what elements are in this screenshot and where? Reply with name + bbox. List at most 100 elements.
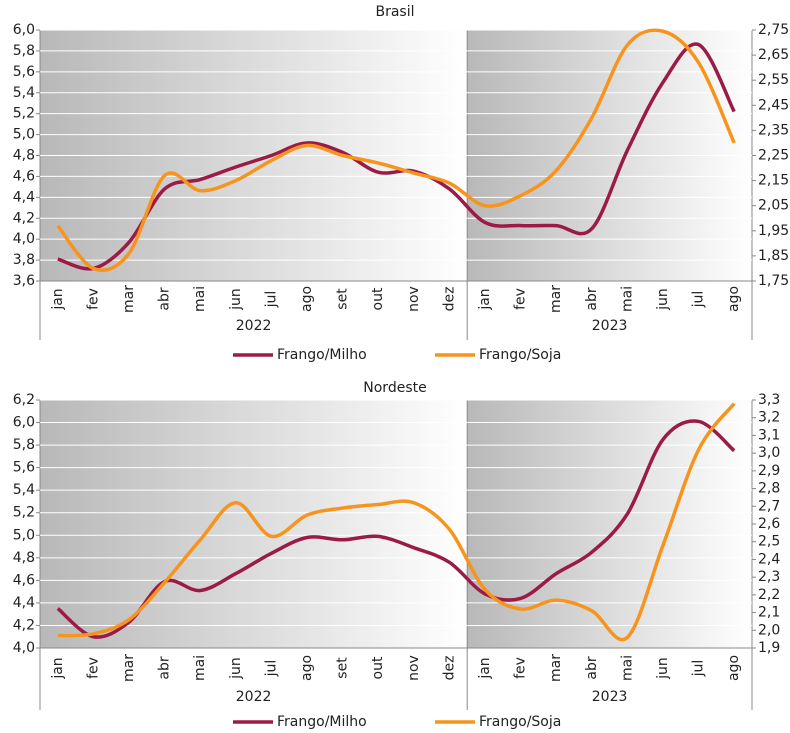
y2-tick-label: 2,5: [758, 534, 780, 550]
y-tick-label: 5,4: [13, 85, 35, 101]
x-tick-label: jun: [655, 657, 671, 680]
y2-tick-label: 3,3: [758, 392, 780, 408]
x-tick-label: mar: [548, 285, 564, 313]
x-tick-label: fev: [85, 657, 101, 679]
y-tick-label: 5,0: [13, 527, 35, 543]
x-tick-label: mar: [121, 285, 137, 313]
x-tick-label: fev: [513, 657, 529, 679]
legend-label: Frango/Soja: [479, 347, 561, 363]
y2-tick-label: 2,35: [758, 122, 789, 138]
x-tick-label: set: [335, 288, 351, 310]
legend-label: Frango/Milho: [277, 347, 367, 363]
group-label: 2023: [592, 689, 628, 705]
x-tick-label: fev: [85, 288, 101, 310]
y2-tick-label: 2,25: [758, 148, 789, 164]
x-tick-label: out: [370, 656, 386, 679]
y-tick-label: 6,0: [13, 22, 35, 38]
y-tick-label: 4,8: [13, 148, 35, 164]
x-tick-label: fev: [513, 288, 529, 310]
chart-title: Nordeste: [363, 380, 426, 396]
legend-label: Frango/Soja: [479, 714, 561, 730]
x-tick-label: abr: [157, 656, 173, 679]
y2-tick-label: 2,6: [758, 516, 780, 532]
group-background: [467, 400, 752, 648]
x-tick-label: mai: [192, 655, 208, 681]
legend-label: Frango/Milho: [277, 714, 367, 730]
y-tick-label: 4,0: [13, 231, 35, 247]
y2-tick-label: 3,0: [758, 445, 780, 461]
y2-tick-label: 1,9: [758, 640, 780, 656]
y-tick-label: 4,4: [13, 189, 35, 205]
y2-tick-label: 2,3: [758, 569, 780, 585]
chart-title: Brasil: [375, 4, 414, 20]
y2-tick-label: 2,55: [758, 72, 789, 88]
x-tick-label: nov: [406, 655, 422, 681]
y2-tick-label: 1,75: [758, 273, 789, 289]
x-tick-label: jun: [228, 657, 244, 680]
y-tick-label: 4,4: [13, 595, 35, 611]
y-tick-label: 4,2: [13, 617, 35, 633]
y2-tick-label: 1,95: [758, 223, 789, 239]
x-tick-label: out: [370, 287, 386, 310]
y2-tick-label: 2,1: [758, 605, 780, 621]
x-tick-label: mar: [121, 654, 137, 682]
x-tick-label: jun: [655, 288, 671, 311]
y-tick-label: 4,6: [13, 572, 35, 588]
y-tick-label: 3,8: [13, 252, 35, 268]
x-tick-label: nov: [406, 286, 422, 312]
group-background: [40, 400, 468, 648]
y-tick-label: 4,0: [13, 640, 35, 656]
y2-tick-label: 2,0: [758, 622, 780, 638]
group-label: 2022: [236, 689, 272, 705]
y2-tick-label: 1,85: [758, 248, 789, 264]
x-tick-label: mai: [619, 286, 635, 312]
y-tick-label: 5,4: [13, 482, 35, 498]
y2-tick-label: 2,75: [758, 22, 789, 38]
y2-tick-label: 3,2: [758, 410, 780, 426]
x-tick-label: dez: [441, 287, 457, 312]
x-tick-label: abr: [157, 287, 173, 310]
y-tick-label: 3,6: [13, 273, 35, 289]
x-tick-label: jul: [263, 291, 279, 309]
x-tick-label: ago: [299, 286, 315, 312]
y-tick-label: 4,2: [13, 210, 35, 226]
y-tick-label: 5,8: [13, 43, 35, 59]
x-tick-label: jun: [228, 288, 244, 311]
group-label: 2022: [236, 318, 272, 334]
y-tick-label: 6,2: [13, 392, 35, 408]
x-tick-label: abr: [584, 287, 600, 310]
x-tick-label: mar: [548, 654, 564, 682]
y2-tick-label: 2,7: [758, 498, 780, 514]
x-tick-label: jan: [50, 288, 66, 310]
y2-tick-label: 2,45: [758, 97, 789, 113]
y2-tick-label: 2,05: [758, 198, 789, 214]
y2-tick-label: 2,9: [758, 463, 780, 479]
y2-tick-label: 2,2: [758, 587, 780, 603]
y2-tick-label: 2,65: [758, 47, 789, 63]
y-tick-label: 4,8: [13, 550, 35, 566]
y-tick-label: 5,2: [13, 106, 35, 122]
group-label: 2023: [592, 318, 628, 334]
y-tick-label: 5,6: [13, 460, 35, 476]
x-tick-label: jul: [263, 660, 279, 678]
x-tick-label: mai: [192, 286, 208, 312]
y2-tick-label: 2,4: [758, 551, 780, 567]
y-tick-label: 6,0: [13, 415, 35, 431]
x-tick-label: jan: [477, 657, 493, 679]
x-tick-label: jul: [691, 291, 707, 309]
y-tick-label: 5,8: [13, 437, 35, 453]
x-tick-label: ago: [726, 655, 742, 681]
x-tick-label: jan: [477, 288, 493, 310]
x-tick-label: ago: [726, 286, 742, 312]
y-tick-label: 5,2: [13, 505, 35, 521]
y-tick-label: 5,6: [13, 64, 35, 80]
y-tick-label: 5,0: [13, 127, 35, 143]
x-tick-label: jul: [691, 660, 707, 678]
x-tick-label: ago: [299, 655, 315, 681]
y2-tick-label: 3,1: [758, 427, 780, 443]
x-tick-label: dez: [441, 656, 457, 681]
y2-tick-label: 2,15: [758, 173, 789, 189]
x-tick-label: jan: [50, 657, 66, 679]
y-tick-label: 4,6: [13, 168, 35, 184]
